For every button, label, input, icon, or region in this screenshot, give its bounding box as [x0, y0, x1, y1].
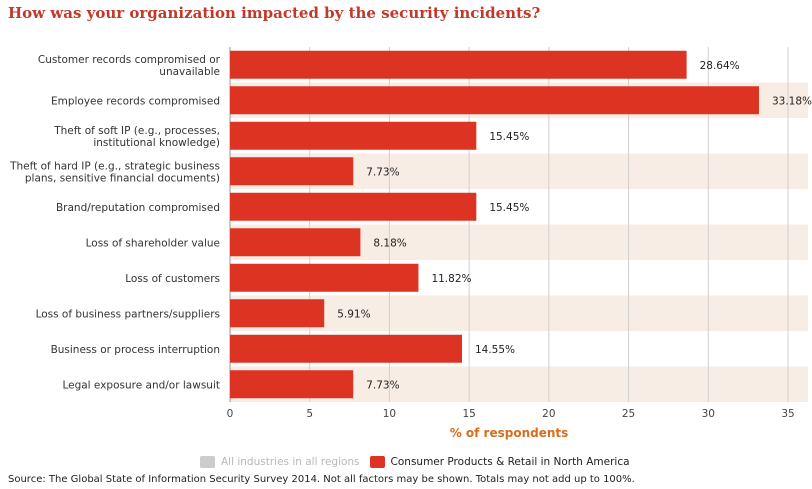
data-label: 33.18% [772, 95, 812, 107]
bar-chart: Customer records compromised or unavailab… [9, 47, 812, 440]
data-label: 14.55% [475, 344, 515, 356]
bar[interactable] [230, 192, 477, 221]
category-label: Loss of customers [125, 273, 220, 285]
row-band [230, 295, 808, 331]
bar[interactable] [230, 370, 354, 399]
bar[interactable] [230, 86, 759, 115]
x-axis-title: % of respondents [450, 426, 569, 440]
category-label: Business or process interruption [51, 344, 220, 356]
x-tick-label: 20 [542, 408, 555, 420]
bar[interactable] [230, 334, 462, 363]
data-label: 7.73% [366, 379, 399, 391]
legend-item-consumer-products[interactable]: Consumer Products & Retail in North Amer… [369, 456, 630, 468]
legend-label-consumer-products: Consumer Products & Retail in North Amer… [390, 456, 630, 468]
category-label: Theft of hard IP (e.g., strategic busine… [9, 160, 220, 184]
category-label: Legal exposure and/or lawsuit [62, 379, 220, 391]
source-note: Source: The Global State of Information … [8, 474, 635, 485]
bar[interactable] [230, 121, 477, 150]
data-label: 28.64% [700, 60, 740, 72]
x-tick-label: 25 [622, 408, 635, 420]
category-label: Loss of shareholder value [86, 237, 220, 249]
legend-label-all-industries: All industries in all regions [221, 456, 360, 468]
chart-title: How was your organization impacted by th… [8, 4, 541, 22]
data-label: 11.82% [431, 273, 471, 285]
x-tick-label: 30 [702, 408, 715, 420]
category-label: Theft of soft IP (e.g., processes, instit… [53, 125, 220, 149]
bar[interactable] [230, 263, 419, 292]
legend-swatch-consumer-products [369, 456, 385, 468]
x-tick-label: 35 [781, 408, 794, 420]
x-tick-label: 10 [383, 408, 396, 420]
data-label: 15.45% [489, 131, 529, 143]
category-label: Customer records compromised or unavailab… [38, 54, 221, 78]
bars [230, 50, 759, 399]
x-axis-ticks: 0 5 10 15 20 25 30 35 [227, 408, 795, 420]
category-label: Loss of business partners/suppliers [36, 308, 220, 320]
legend-item-all-industries[interactable]: All industries in all regions [200, 456, 360, 468]
data-label: 8.18% [373, 237, 406, 249]
category-label: Employee records compromised [51, 95, 220, 107]
bar[interactable] [230, 157, 354, 186]
category-label: Brand/reputation compromised [56, 202, 220, 214]
x-tick-label: 0 [227, 408, 234, 420]
legend-swatch-all-industries [200, 456, 215, 468]
category-labels: Customer records compromised or unavailab… [9, 54, 221, 392]
bar[interactable] [230, 228, 361, 257]
data-label: 5.91% [337, 308, 370, 320]
data-labels: 28.64% 33.18% 15.45% 7.73% 15.45% 8.18% 11.82%… [337, 60, 812, 392]
bar[interactable] [230, 50, 687, 79]
x-tick-label: 5 [306, 408, 313, 420]
bar[interactable] [230, 299, 325, 328]
legend: All industries in all regions Consumer P… [200, 456, 640, 468]
data-label: 7.73% [366, 166, 399, 178]
x-tick-label: 15 [462, 408, 475, 420]
data-label: 15.45% [489, 202, 529, 214]
